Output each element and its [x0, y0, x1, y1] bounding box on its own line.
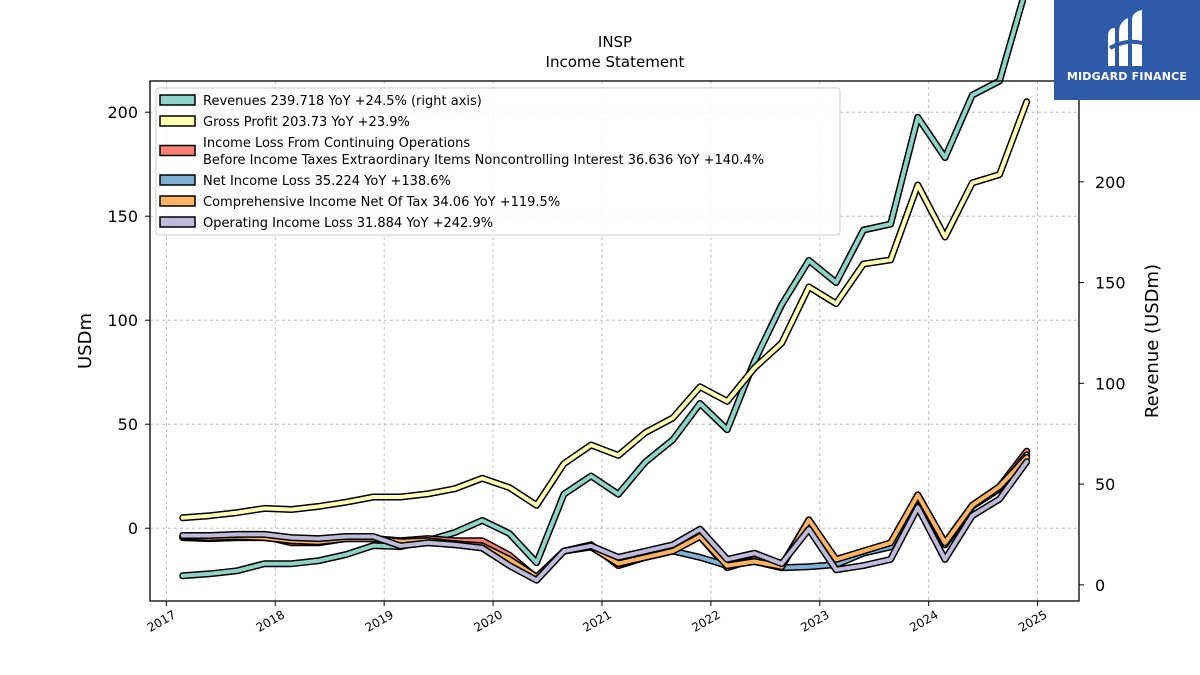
y-right-tick-label: 150: [1095, 274, 1126, 293]
legend-label: Gross Profit 203.73 YoY +23.9%: [203, 115, 410, 130]
y-right-tick-label: 0: [1095, 576, 1105, 595]
y-tick-label: 200: [107, 103, 138, 122]
x-tick-label: 2019: [363, 607, 396, 634]
legend-label: Operating Income Loss 31.884 YoY +242.9%: [203, 216, 493, 231]
legend: Revenues 239.718 YoY +24.5% (right axis)…: [155, 87, 841, 236]
legend-label: Before Income Taxes Extraordinary Items …: [203, 153, 764, 168]
plot-frame: [149, 80, 1080, 602]
legend-swatch: [159, 94, 196, 106]
series-lines: [179, 0, 1031, 584]
y-tick-label: 100: [107, 311, 138, 330]
series-line-revenues: [180, 0, 1025, 578]
series-line-gross-profit: [180, 99, 1029, 520]
x-tick-label: 2022: [689, 607, 722, 634]
x-tick-label: 2020: [472, 607, 505, 634]
legend-swatch: [159, 144, 196, 157]
brand-name: MIDGARD FINANCE: [1066, 70, 1188, 83]
x-tick-label: 2025: [1016, 607, 1049, 634]
legend-box: [155, 87, 841, 236]
legend-label: Comprehensive Income Net Of Tax 34.06 Yo…: [203, 195, 560, 210]
chart-title: INSP: [598, 33, 632, 51]
y-right-tick-label: 50: [1095, 475, 1115, 494]
x-tick-label: 2024: [907, 607, 940, 634]
y-tick-label: 50: [118, 415, 138, 434]
y-tick-label: 150: [107, 207, 138, 226]
legend-label: Income Loss From Continuing Operations: [203, 136, 470, 151]
x-tick-label: 2017: [145, 607, 178, 634]
y-axis-right-label: Revenue (USDm): [1142, 264, 1163, 418]
brand-mark-icon: [1108, 10, 1147, 66]
legend-swatch: [159, 216, 196, 228]
x-tick-label: 2023: [798, 607, 831, 634]
legend-swatch: [159, 115, 196, 127]
y-axis-label: USDm: [75, 313, 96, 369]
x-tick-label: 2021: [580, 607, 613, 634]
chart-subtitle: Income Statement: [546, 53, 685, 71]
y-right-tick-label: 200: [1095, 173, 1126, 192]
series-line-operating-income-loss: [180, 459, 1029, 583]
legend-swatch: [159, 174, 196, 186]
legend-swatch: [159, 195, 196, 207]
brand-logo: MIDGARD FINANCE: [1054, 0, 1200, 100]
y-tick-label: 0: [128, 519, 138, 538]
x-tick-label: 2018: [254, 607, 287, 634]
series-outline-revenues: [179, 0, 1027, 580]
y-right-tick-label: 100: [1095, 374, 1126, 393]
legend-label: Net Income Loss 35.224 YoY +138.6%: [203, 174, 451, 189]
legend-label: Revenues 239.718 YoY +24.5% (right axis): [203, 94, 482, 109]
